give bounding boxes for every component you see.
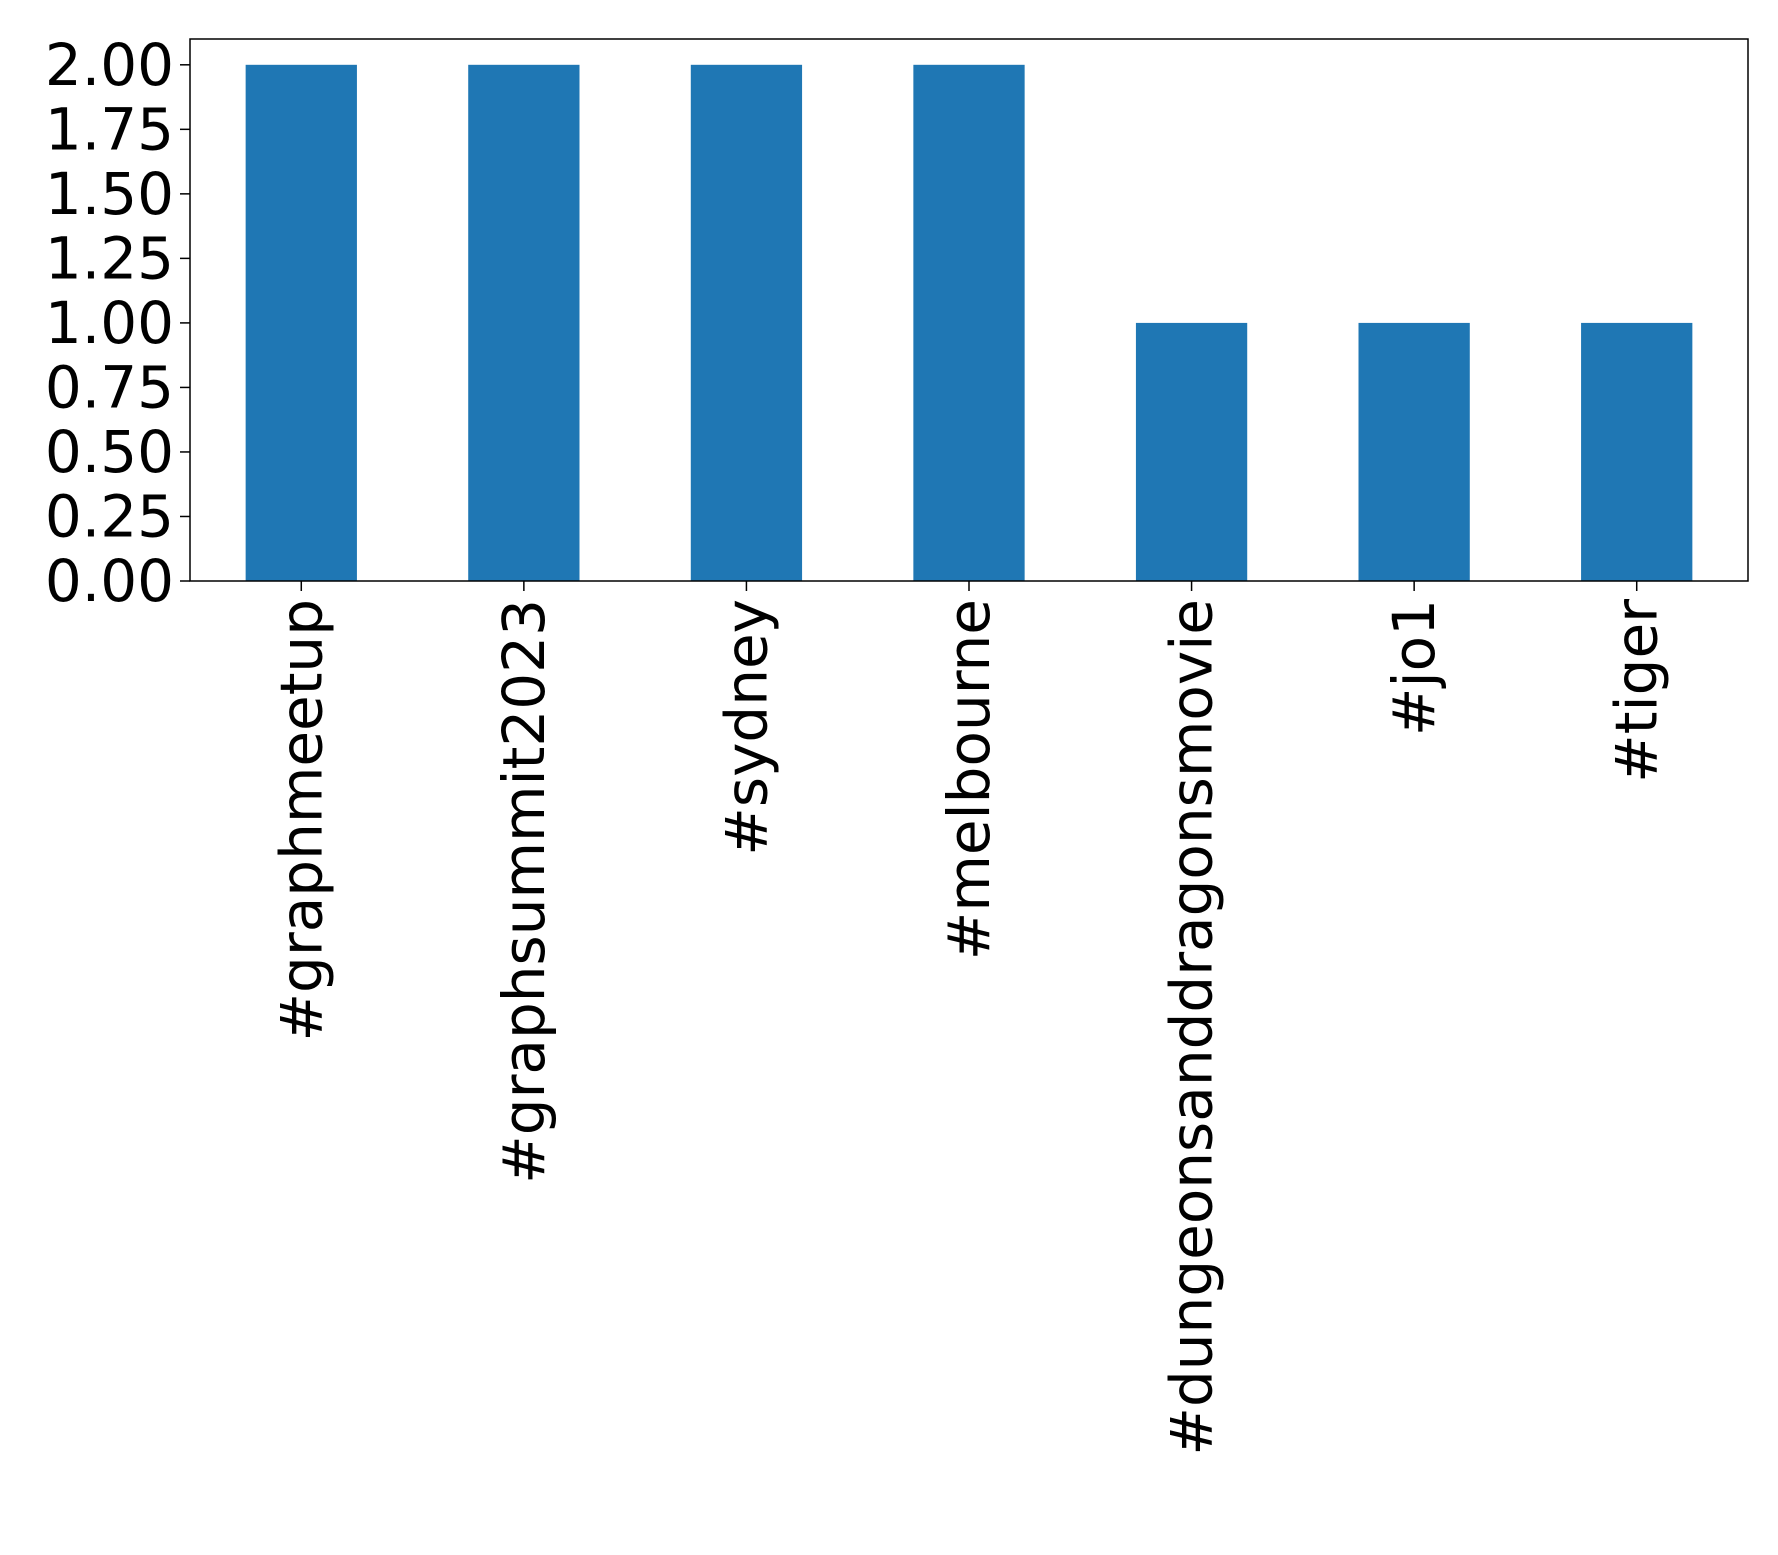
y-tick-label-6: 1.50 [45,160,174,228]
bar-5 [1358,322,1470,581]
bar-2 [690,64,803,582]
y-tick-label-2: 0.50 [45,418,174,486]
y-tick-label-8: 2.00 [45,31,174,99]
x-tick-label-6: #tiger [1603,599,1671,783]
x-tick-label-5: #jo1 [1380,599,1448,736]
y-tick-label-0: 0.00 [45,547,174,615]
bars-layer [245,64,1693,582]
x-tick-label-0: #graphmeetup [267,599,335,1042]
y-tick-label-3: 0.75 [45,353,174,421]
y-tick-label-5: 1.25 [45,224,174,292]
bar-1 [468,64,580,582]
x-tick-label-2: #sydney [712,599,780,856]
bar-4 [1135,322,1248,581]
x-tick-label-4: #dungeonsanddragonsmovie [1158,599,1226,1456]
y-tick-label-7: 1.75 [45,95,174,163]
bar-6 [1581,322,1693,581]
bar-3 [913,64,1025,582]
y-tick-label-1: 0.25 [45,482,174,550]
x-tick-label-3: #melbourne [935,599,1003,960]
bar-0 [245,64,357,582]
y-tick-label-4: 1.00 [45,289,174,357]
y-axis-ticks: 0.000.250.500.751.001.251.501.752.00 [45,31,190,615]
x-axis-ticks: #graphmeetup #graphsummit2023 #sydney #melb… [267,581,1671,1456]
x-tick-label-1: #graphsummit2023 [490,599,558,1184]
